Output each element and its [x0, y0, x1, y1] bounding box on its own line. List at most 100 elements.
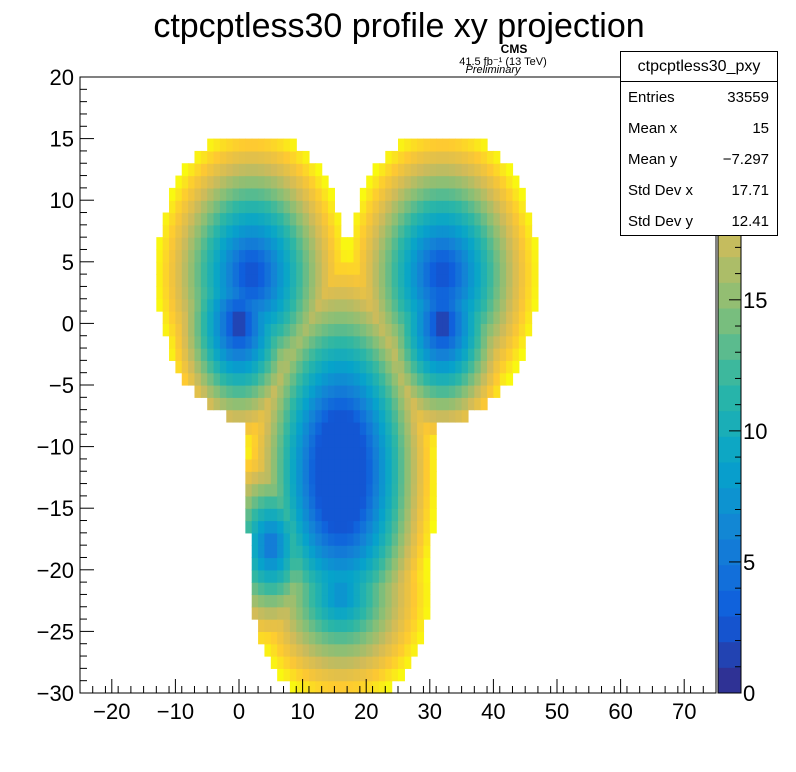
- heatmap-cell: [442, 385, 450, 398]
- heatmap-cell: [264, 545, 272, 559]
- heatmap-cell: [226, 274, 234, 288]
- heatmap-cell: [302, 619, 310, 632]
- heatmap-cell: [251, 200, 259, 214]
- heatmap-cell: [207, 348, 215, 361]
- heatmap-cell: [512, 274, 520, 288]
- heatmap-cell: [512, 187, 520, 201]
- heatmap-cell: [258, 249, 266, 263]
- heatmap-cell: [226, 385, 234, 398]
- heatmap-cell: [385, 163, 393, 177]
- stats-row-std-dev-y: Std Dev y 12.41: [621, 206, 777, 237]
- heatmap-cell: [455, 286, 463, 300]
- heatmap-cell: [512, 311, 520, 324]
- palette-cell: [718, 616, 741, 643]
- heatmap-cell: [232, 224, 240, 238]
- heatmap-cell: [448, 163, 456, 177]
- heatmap-cell: [347, 631, 355, 645]
- heatmap-cell: [436, 249, 444, 263]
- heatmap-cell: [239, 360, 246, 374]
- heatmap-cell: [347, 668, 355, 682]
- heatmap-cell: [359, 372, 367, 386]
- heatmap-cell: [277, 237, 285, 251]
- heatmap-cell: [353, 397, 361, 411]
- heatmap-cell: [334, 520, 342, 534]
- heatmap-cell: [366, 619, 374, 632]
- heatmap-cell: [302, 409, 310, 423]
- heatmap-cell: [302, 311, 310, 324]
- heatmap-cell: [366, 224, 374, 238]
- heatmap-cell: [315, 631, 323, 645]
- heatmap-cell: [372, 175, 380, 189]
- heatmap-cell: [353, 335, 361, 349]
- heatmap-cell: [423, 372, 431, 386]
- heatmap-cell: [334, 224, 342, 238]
- heatmap-cell: [328, 335, 335, 349]
- heatmap-cell: [334, 594, 342, 608]
- heatmap-cell: [245, 360, 253, 374]
- heatmap-cell: [487, 249, 494, 263]
- heatmap-cell: [321, 508, 329, 522]
- heatmap-cell: [410, 569, 418, 583]
- heatmap-cell: [429, 348, 437, 361]
- heatmap-cell: [308, 680, 316, 694]
- heatmap-cell: [321, 224, 329, 238]
- heatmap-cell: [315, 619, 323, 632]
- heatmap-cell: [270, 298, 278, 312]
- heatmap-cell: [487, 360, 494, 374]
- heatmap-cell: [378, 409, 386, 423]
- heatmap-cell: [226, 360, 234, 374]
- stats-label: Mean x: [628, 120, 678, 137]
- heatmap-cell: [245, 286, 253, 300]
- heatmap-cell: [461, 261, 469, 275]
- heatmap-cell: [506, 348, 514, 361]
- heatmap-cell: [162, 249, 170, 263]
- heatmap-cell: [251, 421, 259, 435]
- heatmap-cell: [340, 631, 348, 645]
- heatmap-cell: [391, 249, 399, 263]
- heatmap-cell: [232, 150, 240, 164]
- heatmap-cell: [328, 520, 335, 534]
- heatmap-cell: [200, 335, 208, 349]
- heatmap-cell: [499, 175, 507, 189]
- heatmap-cell: [448, 237, 456, 251]
- heatmap-cell: [423, 323, 431, 337]
- heatmap-cell: [308, 200, 316, 214]
- heatmap-cell: [258, 237, 266, 251]
- heatmap-cell: [493, 360, 501, 374]
- heatmap-cell: [321, 483, 329, 497]
- heatmap-cell: [455, 397, 463, 411]
- heatmap-cell: [334, 446, 342, 460]
- heatmap-cell: [423, 569, 431, 583]
- heatmap-cell: [277, 458, 285, 472]
- heatmap-cell: [302, 545, 310, 559]
- heatmap-cell: [258, 545, 266, 559]
- heatmap-cell: [328, 286, 335, 300]
- heatmap-cell: [372, 557, 380, 571]
- heatmap-cell: [315, 680, 323, 694]
- heatmap-cell: [207, 150, 215, 164]
- heatmap-cell: [321, 594, 329, 608]
- heatmap-cell: [315, 606, 323, 620]
- heatmap-cell: [283, 237, 291, 251]
- heatmap-cell: [423, 594, 431, 608]
- heatmap-cell: [372, 434, 380, 448]
- heatmap-cell: [499, 163, 507, 177]
- heatmap-cell: [315, 643, 323, 657]
- heatmap-cell: [321, 261, 329, 275]
- heatmap-cell: [404, 520, 412, 534]
- heatmap-cell: [277, 606, 285, 620]
- heatmap-cell: [213, 335, 221, 349]
- heatmap-cell: [315, 372, 323, 386]
- heatmap-cell: [480, 397, 488, 411]
- heatmap-cell: [493, 286, 501, 300]
- heatmap-cell: [404, 483, 412, 497]
- heatmap-cell: [347, 520, 355, 534]
- heatmap-cell: [493, 335, 501, 349]
- heatmap-cell: [378, 458, 386, 472]
- heatmap-cell: [289, 520, 297, 534]
- heatmap-cell: [448, 372, 456, 386]
- heatmap-cell: [366, 274, 374, 288]
- x-tick-label: −10: [157, 699, 194, 724]
- heatmap-cell: [347, 274, 355, 288]
- heatmap-cell: [398, 557, 405, 571]
